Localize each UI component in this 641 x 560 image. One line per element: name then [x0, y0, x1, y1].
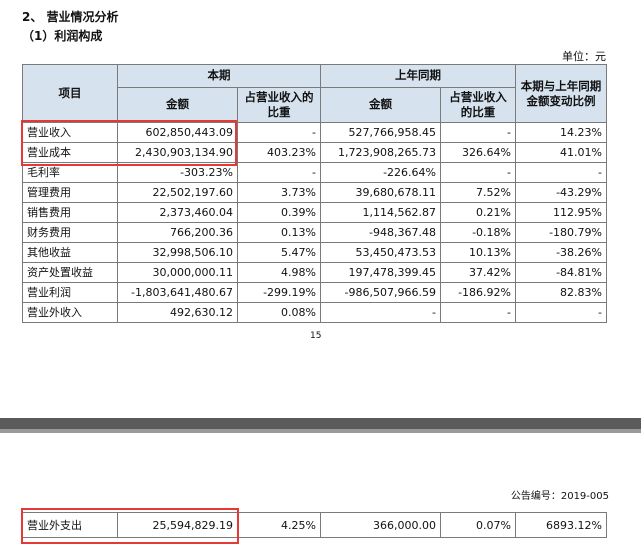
cell-item: 营业外收入 — [22, 302, 118, 323]
cell-item: 销售费用 — [22, 202, 118, 223]
cell-change: - — [515, 162, 607, 183]
cell-cur-ratio: 403.23% — [237, 142, 321, 163]
header-prior-period: 上年同期 — [320, 64, 516, 88]
cell-prev-ratio: 7.52% — [440, 182, 516, 203]
cell-change: 6893.12% — [515, 512, 607, 538]
cell-cur-amount: 25,594,829.19 — [117, 512, 238, 538]
header-cur-ratio: 占营业收入的比重 — [237, 87, 321, 123]
header-item: 项目 — [22, 64, 118, 123]
cell-item: 财务费用 — [22, 222, 118, 243]
cell-change: -180.79% — [515, 222, 607, 243]
cell-prev-amount: -986,507,966.59 — [320, 282, 441, 303]
cell-change: -43.29% — [515, 182, 607, 203]
cell-cur-amount: 30,000,000.11 — [117, 262, 238, 283]
cell-cur-ratio: -299.19% — [237, 282, 321, 303]
cell-change: 41.01% — [515, 142, 607, 163]
highlight-box-revenue-cost — [21, 120, 237, 166]
header-prev-ratio: 占营业收入的比重 — [440, 87, 516, 123]
cell-prev-ratio: 10.13% — [440, 242, 516, 263]
cell-prev-amount: - — [320, 302, 441, 323]
table-row: 销售费用 2,373,460.04 0.39% 1,114,562.87 0.21% 11… — [22, 202, 607, 223]
cell-cur-amount: 22,502,197.60 — [117, 182, 238, 203]
page-number: 15 — [310, 331, 322, 341]
cell-item: 资产处置收益 — [22, 262, 118, 283]
page-separator — [0, 418, 641, 429]
highlight-box-nonoperating-expense — [21, 508, 239, 544]
cell-prev-amount: 53,450,473.53 — [320, 242, 441, 263]
table-row: 资产处置收益 30,000,000.11 4.98% 197,478,399.45 37… — [22, 262, 607, 283]
cell-prev-ratio: -0.18% — [440, 222, 516, 243]
subsection-title: （1）利润构成 — [22, 29, 103, 43]
cell-change: 82.83% — [515, 282, 607, 303]
cell-cur-ratio: 0.08% — [237, 302, 321, 323]
page-separator-shadow — [0, 429, 641, 433]
table-row: 营业外收入 492,630.12 0.08% - - - — [22, 302, 607, 323]
cell-prev-amount: 1,114,562.87 — [320, 202, 441, 223]
cell-cur-ratio: - — [237, 122, 321, 143]
table-row: 财务费用 766,200.36 0.13% -948,367.48 -0.18% -180… — [22, 222, 607, 243]
notice-number: 公告编号：2019-005 — [510, 491, 609, 502]
cell-prev-amount: 197,478,399.45 — [320, 262, 441, 283]
section-title: 2、 营业情况分析 — [22, 10, 119, 24]
table-subheader-row: 金额 占营业收入的比重 金额 占营业收入的比重 — [23, 87, 607, 123]
cell-prev-amount: -226.64% — [320, 162, 441, 183]
cell-cur-ratio: 4.25% — [237, 512, 321, 538]
cell-cur-amount: 2,373,460.04 — [117, 202, 238, 223]
table-header-row: 项目 本期 上年同期 本期与上年同期金额变动比例 — [22, 64, 607, 123]
cell-prev-amount: 39,680,678.11 — [320, 182, 441, 203]
cell-cur-ratio: - — [237, 162, 321, 183]
header-cur-amount: 金额 — [117, 87, 238, 123]
cell-prev-ratio: - — [440, 122, 516, 143]
table-row: 营业利润 -1,803,641,480.67 -299.19% -986,507,96… — [22, 282, 607, 303]
header-change: 本期与上年同期金额变动比例 — [515, 64, 607, 123]
header-prev-amount: 金额 — [320, 87, 441, 123]
cell-item: 营业外支出 — [22, 512, 118, 538]
cell-prev-ratio: 0.21% — [440, 202, 516, 223]
cell-cur-ratio: 4.98% — [237, 262, 321, 283]
cell-prev-amount: 527,766,958.45 — [320, 122, 441, 143]
cell-change: -38.26% — [515, 242, 607, 263]
cell-cur-ratio: 0.39% — [237, 202, 321, 223]
continued-table: 营业外支出 25,594,829.19 4.25% 366,000.00 0.0… — [22, 512, 607, 538]
cell-cur-amount: 32,998,506.10 — [117, 242, 238, 263]
table-row: 管理费用 22,502,197.60 3.73% 39,680,678.11 7.52%… — [22, 182, 607, 203]
cell-item: 管理费用 — [22, 182, 118, 203]
cell-prev-ratio: 37.42% — [440, 262, 516, 283]
cell-prev-ratio: - — [440, 162, 516, 183]
cell-prev-amount: -948,367.48 — [320, 222, 441, 243]
table-row: 其他收益 32,998,506.10 5.47% 53,450,473.53 10.13… — [22, 242, 607, 263]
cell-change: -84.81% — [515, 262, 607, 283]
table-row: 营业外支出 25,594,829.19 4.25% 366,000.00 0.0… — [22, 512, 607, 538]
cell-cur-amount: 766,200.36 — [117, 222, 238, 243]
cell-cur-amount: 492,630.12 — [117, 302, 238, 323]
cell-item: 其他收益 — [22, 242, 118, 263]
cell-change: - — [515, 302, 607, 323]
cell-prev-ratio: 326.64% — [440, 142, 516, 163]
table-row: 营业成本 2,430,903,134.90 403.23% 1,723,908,265… — [22, 142, 607, 163]
cell-item: 营业利润 — [22, 282, 118, 303]
page-gap — [0, 390, 641, 418]
cell-cur-ratio: 5.47% — [237, 242, 321, 263]
cell-cur-ratio: 3.73% — [237, 182, 321, 203]
cell-cur-ratio: 0.13% — [237, 222, 321, 243]
header-current-period: 本期 — [117, 64, 321, 88]
cell-prev-amount: 366,000.00 — [320, 512, 441, 538]
cell-prev-amount: 1,723,908,265.73 — [320, 142, 441, 163]
unit-label: 单位：元 — [562, 50, 606, 63]
cell-prev-ratio: 0.07% — [440, 512, 516, 538]
cell-change: 112.95% — [515, 202, 607, 223]
cell-cur-amount: -1,803,641,480.67 — [117, 282, 238, 303]
cell-prev-ratio: - — [440, 302, 516, 323]
cell-change: 14.23% — [515, 122, 607, 143]
cell-prev-ratio: -186.92% — [440, 282, 516, 303]
profit-structure-table: 项目 本期 上年同期 本期与上年同期金额变动比例 金额 占营业收入的比重 金额 … — [22, 64, 607, 323]
